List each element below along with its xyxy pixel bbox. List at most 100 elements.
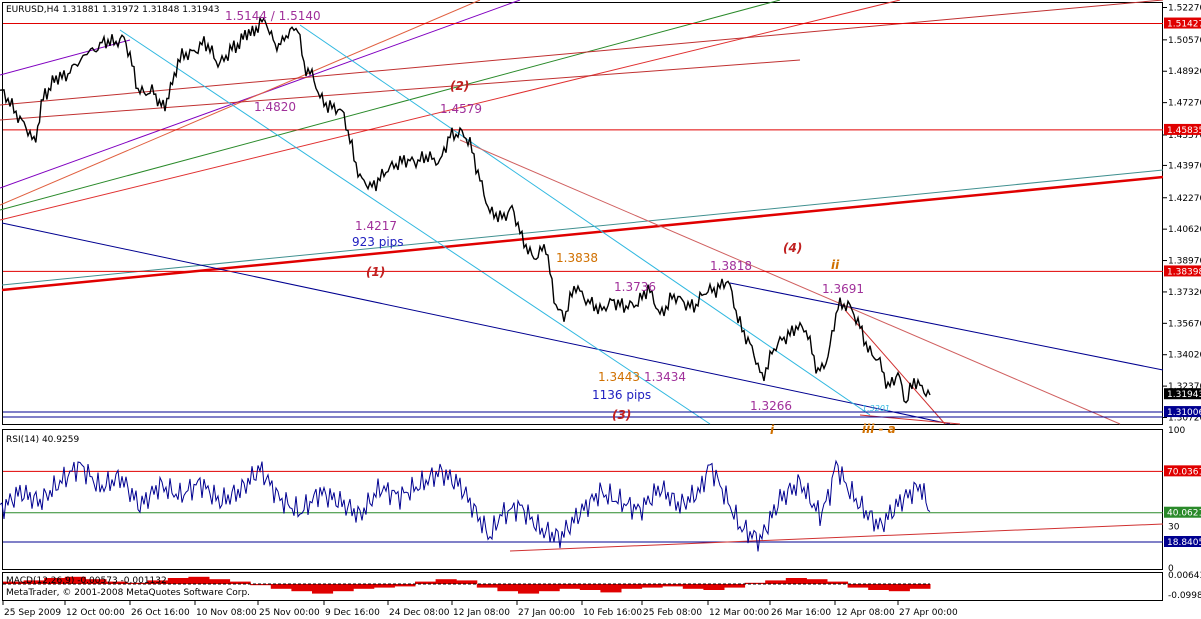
macd-bar [827, 581, 849, 584]
x-tick-label: 12 Jan 08:00 [453, 608, 510, 618]
annotation-label: 1.3201 [862, 404, 890, 413]
macd-bar [600, 584, 622, 593]
rsi-tick-label: 30 [1168, 523, 1180, 533]
price-axis: 1.52270 1.50570 1.48920 1.47270 1.45570 1.439… [1163, 4, 1201, 424]
macd-tick-label: -0.09989 [1168, 591, 1201, 601]
wave-label: (2) [450, 79, 469, 93]
x-tick-label: 10 Nov 08:00 [196, 608, 257, 618]
copyright-text: MetaTrader, © 2001-2008 MetaQuotes Softw… [6, 588, 250, 598]
red-short-line-b [859, 414, 961, 425]
x-tick-label: 12 Oct 00:00 [66, 608, 125, 618]
macd-bar [332, 584, 354, 592]
red-fan-line-b [0, 0, 1164, 106]
macd-bar [559, 584, 581, 589]
wave-label: (4) [783, 241, 802, 255]
macd-bar [415, 581, 437, 584]
pink-channel-line [459, 139, 1121, 425]
macd-bar [394, 584, 416, 587]
macd-bar [126, 582, 148, 584]
macd-bar [291, 584, 313, 592]
macd-bar [888, 584, 910, 592]
price-tag-bg [1164, 265, 1201, 277]
wave-label: (1) [366, 265, 385, 279]
price-tag-label: 1.38398 [1167, 267, 1201, 277]
rsi-tick-label: 100 [1168, 426, 1185, 436]
price-tag-label: 1.31943 [1167, 390, 1201, 400]
x-tick-label: 24 Dec 08:00 [389, 608, 450, 618]
macd-bar [641, 584, 663, 588]
x-tick-label: 9 Dec 16:00 [325, 608, 380, 618]
price-tag-bg [1164, 406, 1201, 418]
macd-bar [435, 579, 457, 584]
macd-tick-label: 0.00643 [1168, 571, 1201, 581]
macd-bar [682, 584, 704, 589]
x-tick-label: 26 Mar 16:00 [771, 608, 831, 618]
macd-bar [312, 584, 334, 594]
annotation-label: 1136 pips [592, 388, 651, 402]
y-tick-label: 1.43970 [1168, 161, 1201, 171]
price-tag-bg [1164, 388, 1201, 400]
macd-bar [579, 584, 601, 590]
y-tick-label: 1.42270 [1168, 194, 1201, 204]
wave-label: iii - a [862, 422, 896, 436]
annotation-label: 1.4579 [440, 102, 482, 116]
x-tick-label: 27 Jan 00:00 [518, 608, 575, 618]
x-tick-label: 25 Sep 2009 [4, 608, 61, 618]
teal-trend-line [1, 169, 1164, 286]
price-tag-bg [1164, 17, 1201, 29]
rsi-line [0, 459, 931, 552]
macd-bar [353, 584, 375, 589]
macd-bar [806, 579, 828, 584]
rsi-panel-frame [2, 429, 1163, 570]
rsi-level-label: 40.0621 [1167, 509, 1201, 519]
annotation-label: 1.3838 [556, 251, 598, 265]
green-fan-line [0, 0, 781, 211]
macd-bar [167, 578, 189, 584]
trend-lines [0, 0, 1164, 425]
panel-frames [2, 2, 1163, 601]
macd-bar [147, 580, 169, 584]
macd-bar [724, 584, 746, 588]
macd-bar [106, 581, 128, 584]
annotation-label: 1.4820 [254, 100, 296, 114]
y-tick-label: 1.30720 [1168, 414, 1201, 424]
x-tick-label: 26 Oct 16:00 [131, 608, 190, 618]
macd-panel-frame [2, 572, 1163, 601]
purple-channel-line-b [0, 39, 131, 76]
macd-bar [765, 580, 787, 584]
rsi-panel: 70.0361 40.0621 18.8405 100 30 0 [0, 426, 1201, 574]
annotation-label: 1.3818 [710, 259, 752, 273]
macd-bar [250, 584, 272, 586]
macd-bar [44, 578, 66, 584]
annotation-label: 1.5144 / 1.5140 [225, 9, 321, 23]
macd-panel: 0.00643 -0.09989 [3, 571, 1201, 601]
macd-bar [868, 584, 890, 590]
macd-bar [662, 584, 684, 587]
rsi-level-tag [1164, 506, 1201, 518]
price-tag-bg [1164, 123, 1201, 135]
annotation-label: 1.4217 [355, 219, 397, 233]
y-tick-label: 1.38970 [1168, 257, 1201, 267]
y-tick-label: 1.47270 [1168, 99, 1201, 109]
macd-bar [476, 584, 498, 588]
annotation-label: 1.3434 [644, 370, 686, 384]
macd-bar [188, 576, 210, 584]
annotation-label: 923 pips [352, 235, 404, 249]
y-tick-label: 1.37320 [1168, 288, 1201, 298]
wave-label: (3) [612, 408, 631, 422]
y-tick-label: 1.45570 [1168, 131, 1201, 141]
x-tick-label: 12 Apr 08:00 [836, 608, 895, 618]
annotations: 1.5144 / 1.5140 1.4820 1.4579 1.4217 923 pip… [225, 9, 896, 437]
red-fan-line-c [0, 59, 801, 121]
annotation-label: 1.3736 [614, 280, 656, 294]
macd-bar [3, 581, 25, 584]
blue-channel-lower [1, 222, 951, 425]
price-series [0, 16, 931, 404]
rsi-header: RSI(14) 40.9259 [6, 435, 79, 445]
annotation-label: 1.3691 [822, 282, 864, 296]
annotation-label: 1.3443 [598, 370, 640, 384]
price-tag-label: 1.31006 [1167, 408, 1201, 418]
macd-bar [909, 584, 931, 589]
symbol-header: EURUSD,H4 1.31881 1.31972 1.31848 1.3194… [6, 5, 219, 15]
